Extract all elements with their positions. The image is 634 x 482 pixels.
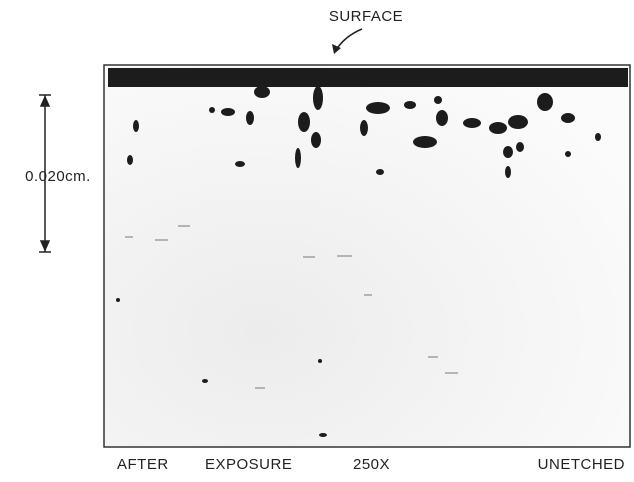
surface-label: SURFACE [329,8,403,25]
caption: EXPOSURE [205,456,292,473]
inclusions [125,225,458,389]
caption: 250X [353,456,390,473]
caption: UNETCHED [538,456,625,473]
scale-label: 0.020cm. [25,168,91,185]
surface-arrowhead [332,44,341,54]
corrosion-pits [116,86,601,437]
caption: AFTER [117,456,169,473]
scale-bar [39,94,51,253]
surface-layer [108,68,628,87]
micrograph [103,64,631,448]
